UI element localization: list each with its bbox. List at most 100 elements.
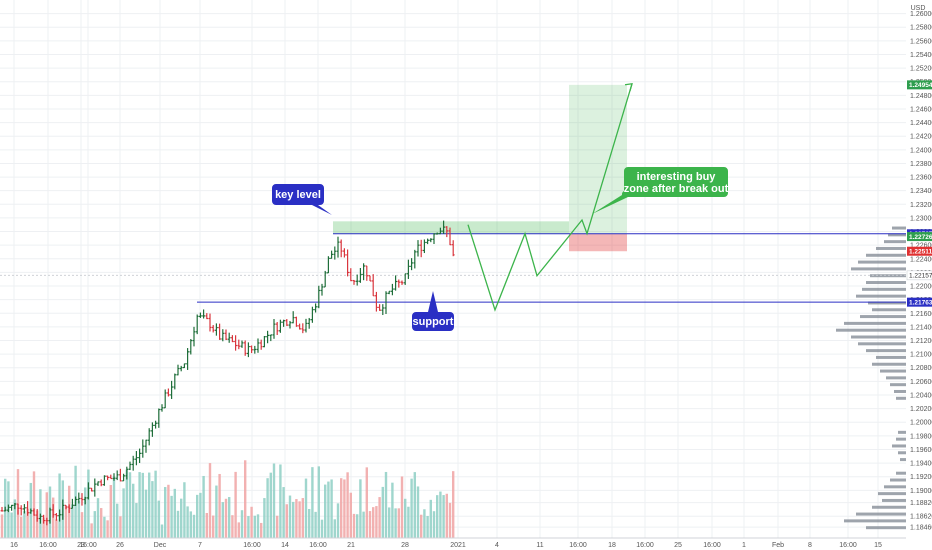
volume-bar <box>311 467 314 538</box>
volume-bar <box>192 514 196 538</box>
x-tick-label: 21 <box>347 542 355 549</box>
support-label: support <box>413 316 454 328</box>
volume-profile-bar <box>876 355 906 359</box>
volume-bar <box>135 503 138 538</box>
volume-bar <box>36 510 39 538</box>
price-bars <box>0 220 455 526</box>
volume-bar <box>260 522 263 538</box>
x-tick-label: 16:00 <box>703 542 721 549</box>
y-tick-label: 1.18460 <box>910 525 932 532</box>
volume-profile-bar <box>858 342 906 346</box>
x-tick-label: 16:00 <box>569 542 587 549</box>
volume-bar <box>90 523 93 538</box>
volume-bar <box>314 511 317 538</box>
volume-profile-bar <box>856 294 906 298</box>
volume-bar <box>205 512 208 538</box>
projected-path-line[interactable] <box>467 83 633 312</box>
price-badge <box>906 270 932 281</box>
volume-bar <box>128 472 132 538</box>
volume-profile-bar <box>856 512 906 516</box>
volume-profile-bar <box>884 485 906 489</box>
y-tick-label: 1.25400 <box>910 52 932 59</box>
volume-profile-bar <box>866 253 906 257</box>
buy-zone-bubble <box>592 167 728 214</box>
y-tick-label: 1.21000 <box>910 352 932 359</box>
volume-profile-bar <box>851 335 906 339</box>
volume-bar <box>221 502 224 538</box>
x-tick-label: 8 <box>808 542 812 549</box>
price-badge-label: 1.22157 <box>909 273 932 280</box>
y-tick-label: 1.23000 <box>910 215 932 222</box>
y-tick-label: 1.22600 <box>910 243 932 250</box>
y-tick-label: 1.21600 <box>910 311 932 318</box>
projected-path[interactable] <box>467 82 633 312</box>
buy-zone-callout[interactable]: interesting buy zone after break out <box>592 167 729 214</box>
x-tick-label: 18 <box>608 542 616 549</box>
volume-bar <box>381 486 384 538</box>
volume-bar <box>439 491 442 538</box>
volume-bar <box>125 469 128 538</box>
annotations[interactable]: key level support interesting buy zone a… <box>272 167 729 331</box>
volume-profile-bar <box>878 492 906 496</box>
key-level-bubble <box>272 184 332 215</box>
volume-bar <box>77 500 80 538</box>
volume-bar <box>164 487 167 538</box>
x-tick-label: Feb <box>772 542 784 549</box>
volume-profile-bar <box>892 444 906 448</box>
volume-bar <box>151 481 154 538</box>
y-tick-label: 1.19600 <box>910 447 932 454</box>
volume-bar <box>317 466 320 538</box>
x-tick-label: 16:00 <box>309 542 327 549</box>
volume-bar <box>304 478 308 538</box>
key-level-label: key level <box>275 189 321 201</box>
volume-bar <box>340 478 343 538</box>
volume-profile-bar <box>872 505 906 509</box>
price-badge-label: 1.21763 <box>909 299 932 306</box>
x-tick-label: 1 <box>742 542 746 549</box>
volume-profile-bar <box>890 478 906 482</box>
volume-bar <box>52 497 55 538</box>
volume-bar <box>13 499 16 538</box>
y-tick-label: 1.23400 <box>910 188 932 195</box>
volume-bar <box>32 471 36 538</box>
price-badge-label: 1.22511 <box>909 249 932 256</box>
x-tick-label: 26 <box>116 542 124 549</box>
volume-bar <box>436 495 439 538</box>
volume-bar <box>320 519 324 538</box>
volume-bar <box>228 497 231 538</box>
volume-bar <box>122 488 125 538</box>
volume-bar <box>196 494 199 538</box>
volume-bar <box>327 481 330 538</box>
volume-profile-bar <box>866 526 906 530</box>
volume-bar <box>186 506 189 538</box>
volume-bar <box>442 495 445 538</box>
volume-bar <box>308 509 311 538</box>
volume-bar <box>154 470 157 538</box>
volume-bar <box>167 484 170 538</box>
volume-bar <box>301 498 304 538</box>
y-tick-label: 1.18820 <box>910 500 932 507</box>
price-badge <box>907 232 932 242</box>
volume-bar <box>157 500 160 538</box>
volume-bar <box>343 479 346 538</box>
price-badge <box>907 297 932 307</box>
price-badge-label: 1.24954 <box>909 82 932 89</box>
volume-bar <box>87 469 90 538</box>
volume-bar <box>183 482 186 538</box>
y-tick-label: 1.20200 <box>910 406 932 413</box>
support-callout[interactable]: support <box>412 291 454 331</box>
volume-bar <box>80 512 84 538</box>
x-tick-label: 7 <box>198 542 202 549</box>
volume-bar <box>253 515 256 538</box>
key-level-callout[interactable]: key level <box>272 184 332 215</box>
volume-profile-bar <box>896 471 906 475</box>
horizontal-levels[interactable] <box>0 233 906 303</box>
volume-bar <box>292 501 295 538</box>
volume-bar <box>378 497 381 538</box>
volume-bar <box>432 511 436 538</box>
x-tick-label: 16:00 <box>243 542 261 549</box>
y-tick-label: 1.24800 <box>910 93 932 100</box>
